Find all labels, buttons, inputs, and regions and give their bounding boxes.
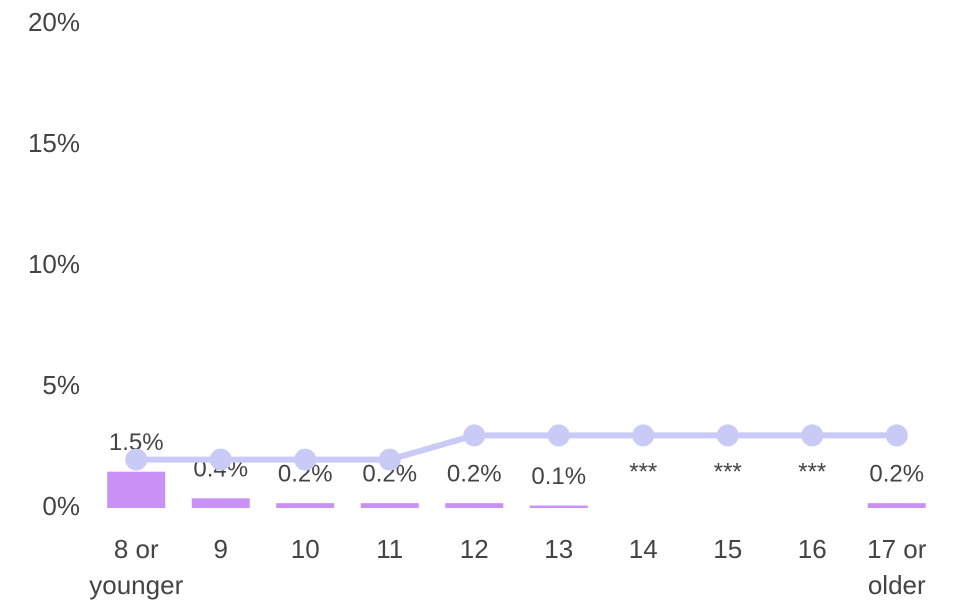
bar <box>191 498 250 508</box>
line-marker <box>716 424 739 447</box>
x-tick-label: 11 <box>376 534 404 564</box>
line-marker <box>632 424 655 447</box>
x-tick-label: 12 <box>459 534 489 564</box>
x-tick-label: 13 <box>544 534 574 564</box>
x-tick-label: 16 <box>797 534 827 564</box>
value-label: *** <box>714 458 742 485</box>
line-marker <box>378 448 401 471</box>
line-marker <box>547 424 570 447</box>
x-tick-label: 15 <box>713 534 743 564</box>
x-tick-label: 8 or younger <box>89 534 184 600</box>
x-tick-label: 9 <box>213 534 228 564</box>
y-tick-label: 20% <box>28 7 80 37</box>
x-tick-label: 14 <box>628 534 658 564</box>
bar <box>867 503 926 508</box>
value-label: *** <box>798 458 826 485</box>
line-marker <box>294 448 317 471</box>
line-marker <box>463 424 486 447</box>
value-label: 0.1% <box>531 463 586 490</box>
bar <box>107 471 166 508</box>
y-tick-label: 5% <box>42 370 80 400</box>
bar <box>445 503 504 508</box>
line-marker <box>885 424 908 447</box>
line-marker <box>125 448 148 471</box>
bar <box>360 503 419 508</box>
bar <box>529 505 588 508</box>
value-label: 0.2% <box>447 461 502 488</box>
line-marker <box>801 424 824 447</box>
x-tick-label: 10 <box>290 534 320 564</box>
value-label: 0.2% <box>869 461 924 488</box>
line-marker <box>209 448 232 471</box>
y-tick-label: 10% <box>28 249 80 279</box>
y-tick-label: 15% <box>28 128 80 158</box>
line <box>136 432 897 463</box>
x-tick-label: 17 or older <box>867 534 927 600</box>
bar <box>276 503 335 508</box>
value-label: *** <box>629 458 657 485</box>
y-tick-label: 0% <box>42 491 80 521</box>
